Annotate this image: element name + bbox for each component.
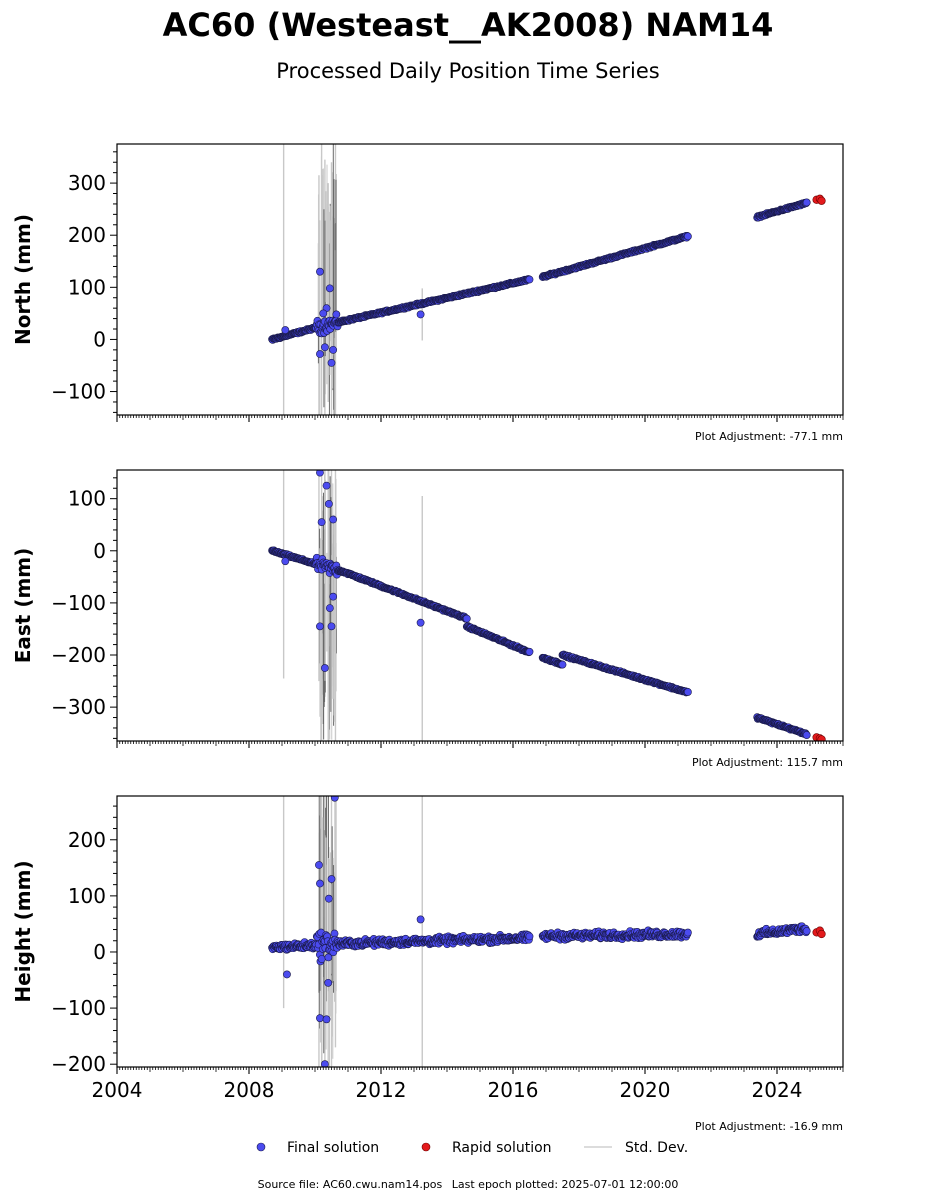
x-tick-label: 2024	[752, 1078, 803, 1102]
y-axis-label: East (mm)	[11, 548, 35, 664]
final-outlier-point	[327, 358, 336, 367]
final-outlier-point	[322, 1015, 331, 1024]
final-outlier-point	[330, 796, 339, 802]
final-point	[525, 275, 534, 284]
final-outlier-point	[283, 970, 291, 979]
final-outlier-point	[316, 267, 324, 276]
y-tick-label: 200	[68, 223, 106, 247]
final-outlier-point	[316, 879, 324, 888]
final-point	[525, 932, 534, 941]
panel-1: −100 0 100 200 300 North (mm) Plot Adjustment:…	[11, 143, 844, 443]
final-point	[802, 731, 811, 739]
last-epoch: 2025-07-01 12:00:00	[562, 1178, 679, 1191]
x-tick-label: 2016	[488, 1078, 539, 1102]
y-tick-label: −200	[51, 643, 106, 667]
x-tick-label: 2020	[620, 1078, 671, 1102]
last-epoch-label: Last epoch plotted:	[452, 1178, 558, 1191]
final-outlier-point	[321, 1060, 329, 1067]
final-point	[684, 232, 692, 241]
final-outlier-point	[329, 345, 338, 354]
x-tick-label: 2004	[92, 1078, 143, 1102]
source-footer: Source file: AC60.cwu.nam14.pos Last epo…	[258, 1178, 679, 1191]
rapid-point	[817, 929, 826, 939]
final-outlier-point	[329, 592, 338, 601]
final-point	[802, 927, 811, 935]
final-outlier-point	[317, 518, 326, 527]
legend-rapid-label: Rapid solution	[452, 1140, 552, 1156]
final-point	[558, 660, 567, 669]
y-axis-label: Height (mm)	[11, 860, 35, 1002]
y-tick-label: 100	[68, 487, 106, 511]
final-point	[802, 198, 811, 207]
legend-final-label: Final solution	[287, 1140, 379, 1156]
legend-stddev-label: Std. Dev.	[625, 1140, 688, 1156]
final-point	[317, 955, 326, 963]
y-tick-label: 0	[93, 940, 106, 964]
final-outlier-point	[416, 618, 425, 627]
x-tick-label: 2008	[224, 1078, 275, 1102]
plot-adjustment-label: Plot Adjustment: -77.1 mm	[695, 430, 843, 443]
y-tick-label: −300	[51, 695, 106, 719]
final-point	[525, 647, 534, 656]
panels: −100 0 100 200 300 North (mm) Plot Adjustment:…	[11, 143, 844, 1133]
plot-area	[268, 796, 826, 1067]
plot-adjustment-label: Plot Adjustment: 115.7 mm	[692, 756, 843, 769]
final-outlier-point	[327, 875, 336, 883]
final-outlier-point	[325, 604, 334, 613]
y-tick-label: 100	[68, 884, 106, 908]
x-tick-label: 2012	[356, 1078, 407, 1102]
final-outlier-point	[416, 310, 425, 319]
plot-area	[268, 470, 826, 741]
y-tick-label: 0	[93, 327, 106, 351]
final-outlier-point	[324, 894, 333, 903]
final-point	[684, 928, 692, 937]
legend: Final solution Rapid solution Std. Dev.	[256, 1140, 688, 1156]
y-tick-label: −100	[51, 380, 106, 404]
final-outlier-point	[322, 481, 331, 490]
final-outlier-point	[319, 309, 328, 318]
final-outlier-point	[316, 622, 324, 631]
source-file: AC60.cwu.nam14.pos	[323, 1178, 443, 1191]
final-outlier-point	[329, 515, 338, 524]
final-outlier-point	[324, 978, 333, 987]
final-point	[332, 310, 341, 319]
y-tick-label: 300	[68, 171, 106, 195]
legend-rapid-marker	[421, 1142, 431, 1152]
panel-2: −300 −200 −100 0 100 East (mm) Plot Adjustment…	[11, 469, 844, 769]
y-tick-label: 0	[93, 539, 106, 563]
y-tick-label: −100	[51, 591, 106, 615]
final-outlier-point	[281, 557, 290, 566]
panel-frame	[116, 143, 844, 416]
final-outlier-point	[324, 499, 333, 508]
panel-frame	[116, 469, 844, 742]
source-label: Source file:	[258, 1178, 320, 1191]
figure-subtitle: Processed Daily Position Time Series	[276, 59, 660, 83]
y-tick-label: 100	[68, 275, 106, 299]
legend-final-marker	[256, 1142, 266, 1152]
plot-area	[268, 144, 826, 415]
final-outlier-point	[315, 861, 323, 869]
y-tick-label: −100	[51, 996, 106, 1020]
final-outlier-point	[320, 343, 329, 352]
plot-adjustment-label: Plot Adjustment: -16.9 mm	[695, 1120, 843, 1133]
y-axis-label: North (mm)	[11, 214, 35, 345]
final-outlier-point	[320, 664, 329, 672]
figure-title: AC60 (Westeast__AK2008) NAM14	[163, 6, 774, 44]
final-point	[684, 688, 692, 696]
y-tick-label: −200	[51, 1052, 106, 1076]
final-outlier-point	[325, 284, 334, 293]
rapid-point	[817, 735, 826, 741]
final-outlier-point	[316, 1014, 324, 1023]
final-outlier-point	[416, 915, 425, 924]
final-outlier-point	[316, 350, 324, 358]
final-outlier-point	[281, 326, 290, 334]
final-point	[462, 614, 471, 623]
panel-3: −200 −100 0 100 200 2004 2008 2012 2016 2020 2024 H…	[11, 795, 844, 1133]
final-outlier-point	[316, 470, 324, 477]
y-tick-label: 200	[68, 828, 106, 852]
panel-frame	[116, 795, 844, 1068]
rapid-point	[817, 196, 826, 205]
final-outlier-point	[327, 622, 336, 631]
